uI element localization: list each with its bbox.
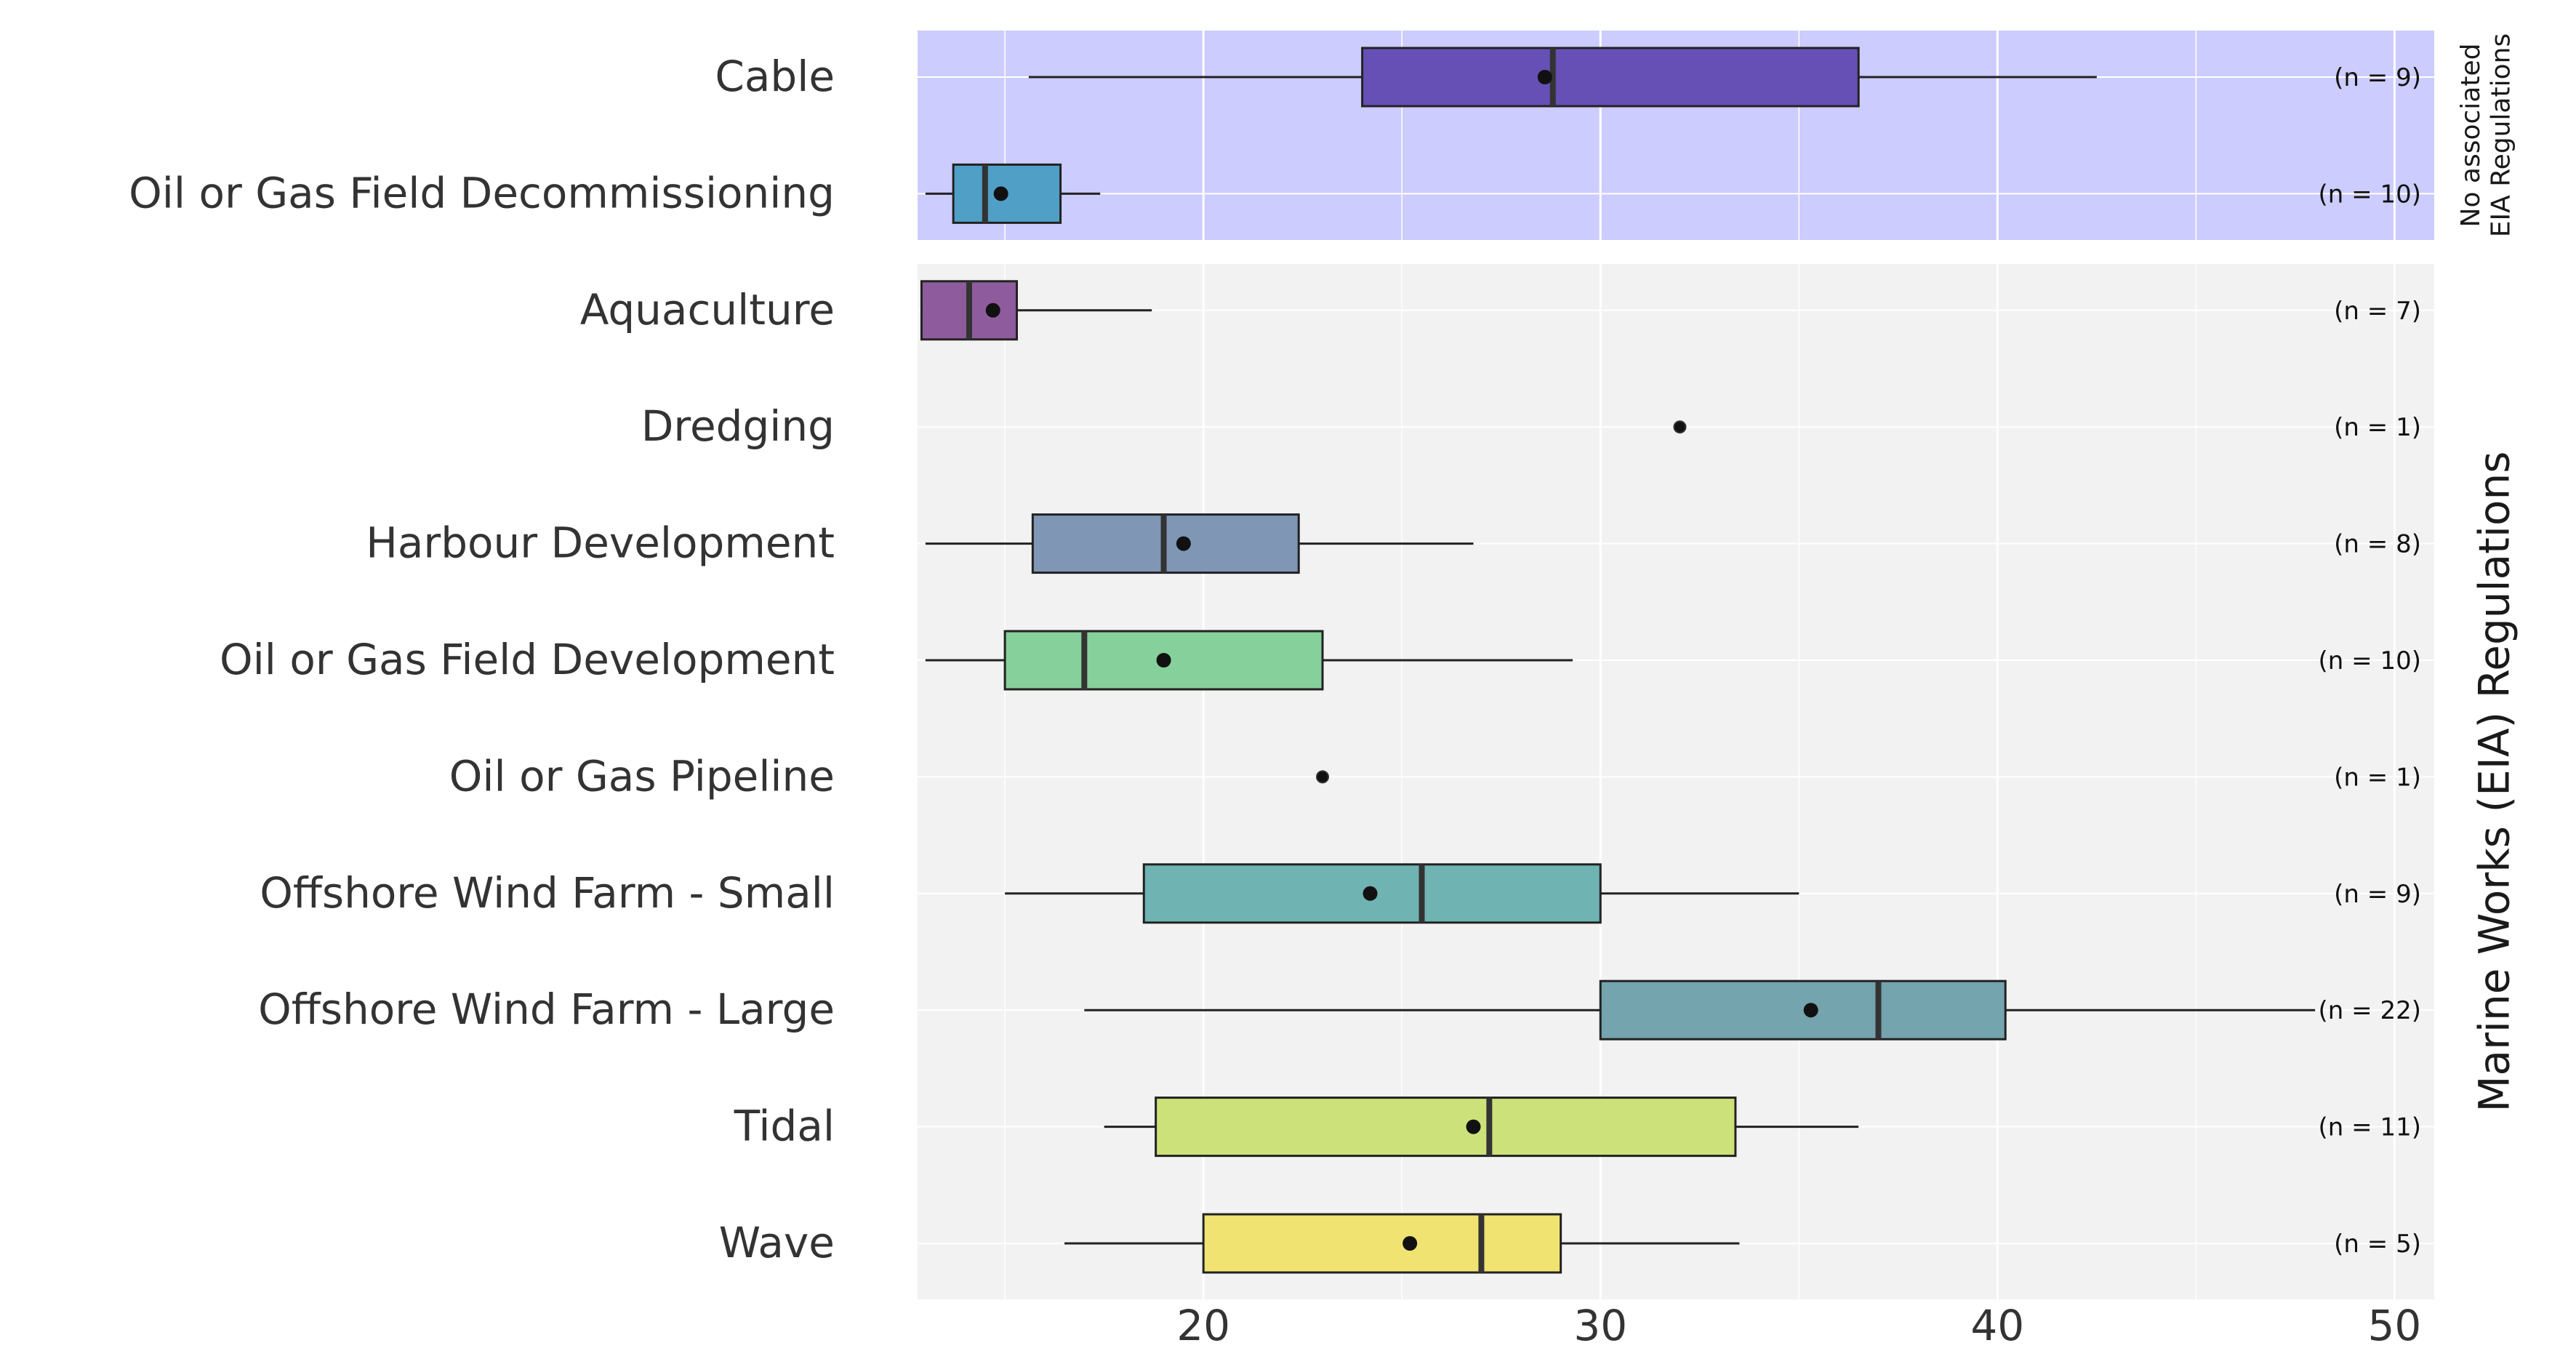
mean-point (1537, 70, 1552, 84)
iqr-box (1202, 1213, 1562, 1274)
mean-point (1466, 1119, 1481, 1134)
category-label: Oil or Gas Field Decommissioning (129, 168, 835, 217)
mean-point (1363, 886, 1378, 901)
n-label: (n = 10) (2319, 646, 2421, 676)
series-wave: Wave (n = 5) (719, 1213, 2421, 1274)
x-tick-label: 30 (1573, 1301, 1627, 1350)
category-label: Offshore Wind Farm - Small (260, 868, 835, 918)
n-label: (n = 7) (2334, 297, 2421, 326)
strip-label-line: EIA Regulations (2486, 33, 2516, 237)
strip-label-bottom: Marine Works (EIA) Regulations (2469, 452, 2519, 1113)
x-tick-label: 40 (1970, 1301, 2024, 1350)
series-tidal: Tidal (n = 11) (734, 1097, 2421, 1158)
category-label: Cable (715, 52, 835, 101)
mean-point (1317, 771, 1328, 782)
series-cable: Cable (n = 9) (715, 47, 2421, 108)
x-axis: 20 30 40 50 (1176, 1301, 2421, 1350)
series-harbour-development: Harbour Development (n = 8) (366, 513, 2421, 574)
x-tick-label: 50 (2367, 1301, 2421, 1350)
mean-point (985, 302, 1000, 318)
category-label: Tidal (734, 1102, 835, 1151)
strip-label-top: No associated EIA Regulations (2456, 33, 2516, 237)
series-oil-or-gas-pipeline: Oil or Gas Pipeline (n = 1) (449, 751, 2421, 801)
category-label: Harbour Development (366, 518, 835, 568)
series-offshore-wind-farm-small: Offshore Wind Farm - Small (n = 9) (260, 863, 2421, 924)
n-label: (n = 9) (2334, 63, 2421, 92)
n-label: (n = 9) (2334, 880, 2421, 909)
mean-point (1403, 1236, 1418, 1251)
x-tick-label: 20 (1176, 1301, 1230, 1350)
strip-label-line: Marine Works (EIA) Regulations (2469, 452, 2519, 1113)
series-oil-or-gas-field-development: Oil or Gas Field Development (n = 10) (220, 630, 2421, 691)
category-label: Offshore Wind Farm - Large (258, 985, 835, 1034)
mean-point (1803, 1003, 1818, 1018)
series-aquaculture: Aquaculture (n = 7) (580, 280, 2421, 341)
n-label: (n = 22) (2319, 996, 2421, 1025)
n-label: (n = 5) (2334, 1230, 2421, 1259)
series-dredging: Dredging (n = 1) (641, 401, 2421, 451)
iqr-box (1361, 47, 1860, 108)
n-label: (n = 10) (2319, 180, 2421, 209)
category-label: Oil or Gas Pipeline (449, 751, 835, 801)
series-oil-or-gas-field-decommissioning: Oil or Gas Field Decommissioning (n = 10) (129, 163, 2421, 224)
n-label: (n = 8) (2334, 530, 2421, 559)
mean-point (1176, 536, 1191, 551)
iqr-box (1599, 979, 2007, 1041)
n-label: (n = 1) (2334, 413, 2421, 442)
series-offshore-wind-farm-large: Offshore Wind Farm - Large (n = 22) (258, 979, 2421, 1041)
n-label: (n = 1) (2334, 763, 2421, 792)
iqr-box (1155, 1097, 1737, 1158)
n-label: (n = 11) (2319, 1113, 2421, 1142)
category-label: Aquaculture (580, 285, 835, 334)
category-label: Oil or Gas Field Development (220, 635, 835, 684)
category-label: Wave (719, 1218, 835, 1267)
category-label: Dredging (641, 401, 835, 451)
mean-point (1674, 422, 1685, 433)
mean-point (993, 186, 1008, 201)
strip-label-line: No associated (2456, 44, 2486, 228)
mean-point (1156, 653, 1171, 668)
